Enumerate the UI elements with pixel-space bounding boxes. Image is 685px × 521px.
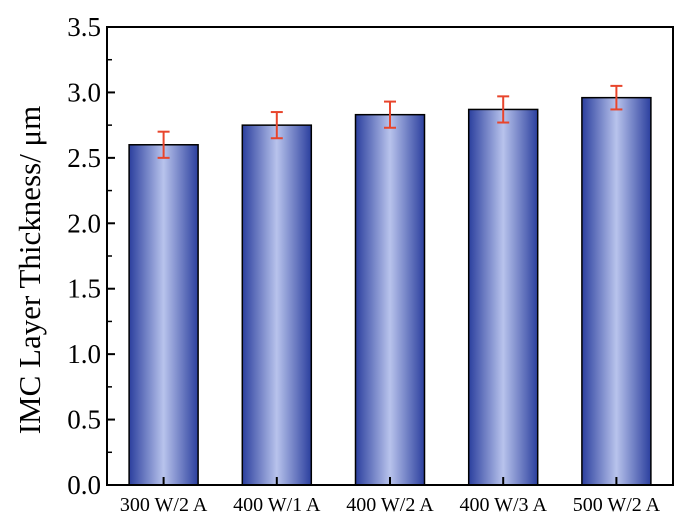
bar (467, 108, 539, 486)
y-tick-label: 1.5 (67, 274, 101, 304)
bar (354, 113, 426, 486)
labels-layer: 300 W/2 A 400 W/1 A 400 W/2 A 400 W/3 A 500 … (67, 12, 660, 516)
axes-layer (106, 26, 674, 486)
y-tick-label: 1.0 (67, 339, 101, 369)
x-tick-label: 300 W/2 A (120, 494, 208, 516)
y-tick-label: 2.0 (67, 208, 101, 238)
x-tick-label: 400 W/1 A (233, 494, 321, 516)
y-tick-label: 0.0 (67, 470, 101, 500)
y-tick-label: 2.5 (67, 143, 101, 173)
y-tick-label: 0.5 (67, 405, 101, 435)
bars-layer (128, 96, 652, 486)
x-tick-label: 500 W/2 A (573, 494, 661, 516)
bar (128, 144, 199, 486)
y-tick-label: 3.5 (67, 12, 101, 42)
y-tick-label: 3.0 (67, 77, 101, 107)
error-bars-layer (157, 84, 623, 159)
bar (581, 96, 652, 486)
y-axis-title: IMC Layer Thickness/ μm (12, 106, 47, 435)
bar (241, 124, 313, 486)
x-tick-label: 400 W/3 A (459, 494, 547, 516)
x-tick-label: 400 W/2 A (346, 494, 434, 516)
